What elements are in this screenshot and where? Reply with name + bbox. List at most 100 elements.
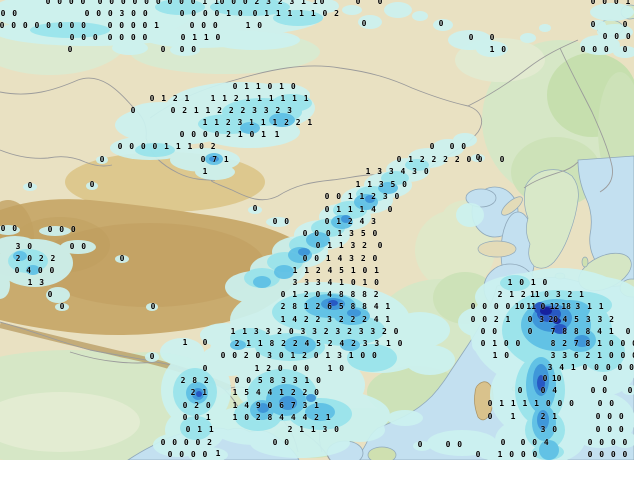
precip-value: 3 xyxy=(302,401,308,410)
precip-value: 2 xyxy=(290,388,296,397)
precip-value: 0 xyxy=(185,425,191,434)
precip-value: 1 xyxy=(367,180,373,189)
precip-value: 0 xyxy=(140,142,146,151)
precip-value: 1 xyxy=(325,254,331,263)
precip-value: 0 xyxy=(179,130,185,139)
precip-value: 2 xyxy=(334,9,339,18)
precip-value: 1 xyxy=(275,9,281,18)
precip-value: 4 xyxy=(373,302,379,311)
precip-value: 1 xyxy=(202,0,208,6)
korea-peninsula xyxy=(524,169,579,269)
precip-value: 0 xyxy=(69,242,75,251)
precip-value: 0 xyxy=(520,450,526,459)
precip-value: 1 xyxy=(303,302,309,311)
precip-value: 1 xyxy=(161,94,167,103)
precip-value: 0 xyxy=(449,142,455,151)
precip-value: 8 xyxy=(585,327,591,336)
precip-value: 0 xyxy=(477,155,483,164)
precip-value: 0 xyxy=(445,440,451,449)
precip-value: 1 xyxy=(272,118,278,127)
precip-value: 1 xyxy=(280,315,286,324)
precip-value: 0 xyxy=(57,21,63,30)
precip-value: 2 xyxy=(295,118,301,127)
precip-value: 1 xyxy=(347,192,353,201)
precip-value: 0 xyxy=(622,438,628,447)
precip-value: 1 xyxy=(290,351,296,360)
precip-value: 2 xyxy=(585,351,591,360)
precip-value: 0 xyxy=(613,0,619,6)
precip-value: 0 xyxy=(517,386,523,395)
precip-value: 1 xyxy=(226,9,232,18)
precip-value: 0 xyxy=(130,106,136,115)
precip-value: 0 xyxy=(57,0,63,6)
precip-value: 1 xyxy=(597,339,603,348)
precip-value: 0 xyxy=(322,9,328,18)
precip-value: 8 xyxy=(292,302,298,311)
precip-value: 0 xyxy=(377,0,383,6)
precip-value: 2 xyxy=(180,376,186,385)
precip-value: 1 xyxy=(385,315,391,324)
precip-value: 3 xyxy=(377,167,383,176)
precip-value: 0 xyxy=(429,142,435,151)
precip-value: 0 xyxy=(590,20,596,29)
precip-value: 1 xyxy=(223,155,229,164)
precip-value: 1 xyxy=(492,351,498,360)
precip-value: 0 xyxy=(499,155,505,164)
precip-value: 4 xyxy=(371,205,377,214)
precip-value: 0 xyxy=(396,155,402,164)
precip-value: 0 xyxy=(290,82,296,91)
precip-value: 0 xyxy=(314,388,319,397)
tsushima-island xyxy=(581,256,589,268)
precip-value: 2 xyxy=(210,142,216,151)
precip-value: 0 xyxy=(461,142,467,151)
precip-value: 0 xyxy=(89,180,95,189)
precip-value: 6 xyxy=(279,401,285,410)
precip-value: 2 xyxy=(562,339,568,348)
precip-value: 0 xyxy=(394,192,400,201)
precip-value: 3 xyxy=(550,351,556,360)
precip-value: 0 xyxy=(69,33,75,42)
precip-value: 2 xyxy=(431,155,437,164)
precip-value: 0 xyxy=(468,33,474,42)
precip-value: 4 xyxy=(327,278,333,287)
precip-value: 3 xyxy=(358,327,364,336)
precip-value: 0 xyxy=(587,450,593,459)
precip-value: 0 xyxy=(214,9,220,18)
precip-value: 1 xyxy=(312,0,318,6)
precip-value: 0 xyxy=(610,438,616,447)
precip-value: 2 xyxy=(234,339,240,348)
precip-value: 5 xyxy=(316,339,321,348)
precip-value: 5 xyxy=(338,302,344,311)
precip-value: 1 xyxy=(314,401,319,410)
map-graphic xyxy=(0,0,634,460)
precip-value: 0 xyxy=(599,450,605,459)
precip-value: 1 xyxy=(208,425,214,434)
precip-value: 0 xyxy=(191,130,197,139)
precip-value: 0 xyxy=(319,0,325,6)
precip-value: 4 xyxy=(267,388,273,397)
precip-value: 0 xyxy=(480,339,486,348)
precip-value: 1 xyxy=(214,118,220,127)
precip-value: 1 xyxy=(598,302,604,311)
precip-value: 0 xyxy=(37,266,43,275)
precip-value: 1 xyxy=(246,339,252,348)
precip-value: 1 xyxy=(307,118,313,127)
precip-value: 0 xyxy=(202,9,208,18)
precip-value: 0 xyxy=(244,413,250,422)
precip-value: 8 xyxy=(573,327,579,336)
precip-value: 0 xyxy=(0,21,5,30)
precip-value: 1 xyxy=(292,266,298,275)
precip-value: 1 xyxy=(507,278,513,287)
precip-value: 0 xyxy=(540,302,546,311)
precip-value: 1 xyxy=(608,327,614,336)
precip-value: 0 xyxy=(252,204,258,213)
precip-value: 2 xyxy=(302,351,307,360)
precip-value: 0 xyxy=(339,364,345,373)
precip-value: 1 xyxy=(350,266,356,275)
precip-value: 0 xyxy=(130,33,136,42)
precip-value: 4 xyxy=(597,327,603,336)
precip-value: 1 xyxy=(510,412,516,421)
precip-value: 3 xyxy=(252,106,257,115)
precip-value: 1 xyxy=(193,106,199,115)
